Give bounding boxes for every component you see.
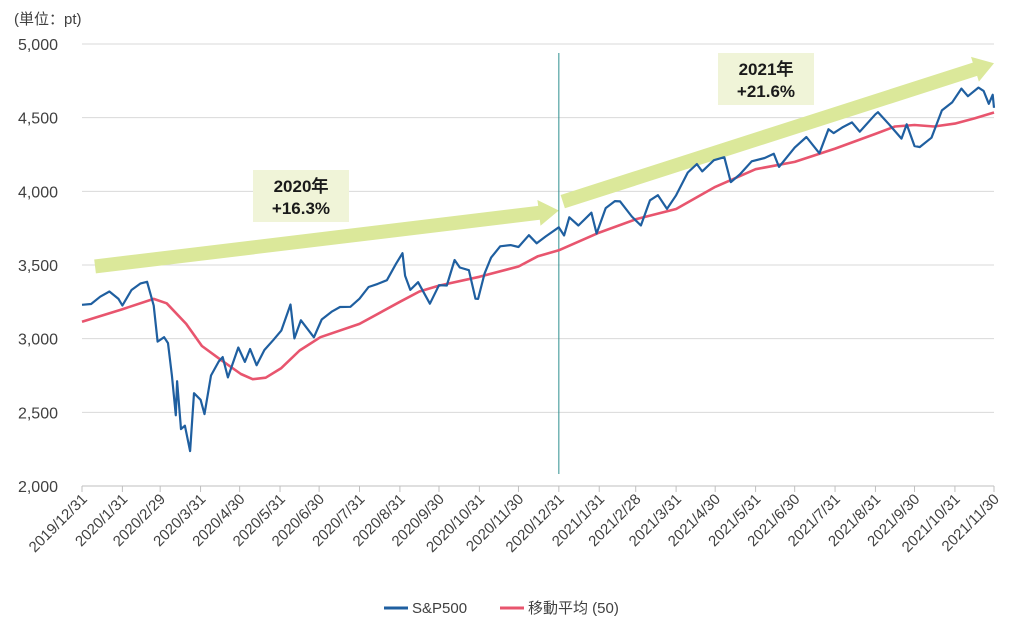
sp500-chart: (単位：pt) 2,000 2,500 3,000 3,500 4,000 4,500 5,… bbox=[0, 0, 1026, 624]
y-axis-ticks: 2,000 2,500 3,000 3,500 4,000 4,500 5,000 bbox=[18, 37, 58, 496]
annotations: 2020年 +16.3% 2021年 +21.6% bbox=[253, 53, 814, 222]
trend-arrows bbox=[94, 57, 994, 274]
unit-label: (単位：pt) bbox=[14, 11, 82, 28]
legend-label-moving-average: 移動平均 (50) bbox=[528, 600, 619, 617]
y-tick-label: 3,000 bbox=[18, 332, 58, 349]
y-tick-label: 5,000 bbox=[18, 37, 58, 54]
y-tick-label: 2,500 bbox=[18, 405, 58, 422]
legend: S&P500 移動平均 (50) bbox=[384, 600, 619, 617]
y-tick-label: 3,500 bbox=[18, 258, 58, 275]
y-tick-label: 4,000 bbox=[18, 184, 58, 201]
annotation-2020-year: 2020年 bbox=[274, 176, 329, 196]
x-axis: 2019/12/312020/1/312020/2/292020/3/31202… bbox=[26, 486, 1003, 556]
annotation-2021-year: 2021年 bbox=[739, 59, 794, 79]
annotation-2021-change: +21.6% bbox=[737, 82, 795, 101]
annotation-2020-change: +16.3% bbox=[272, 199, 330, 218]
series-line-sp500 bbox=[82, 88, 994, 452]
y-tick-label: 4,500 bbox=[18, 111, 58, 128]
y-tick-label: 2,000 bbox=[18, 479, 58, 496]
series-lines bbox=[82, 88, 994, 452]
legend-label-sp500: S&P500 bbox=[412, 600, 467, 617]
